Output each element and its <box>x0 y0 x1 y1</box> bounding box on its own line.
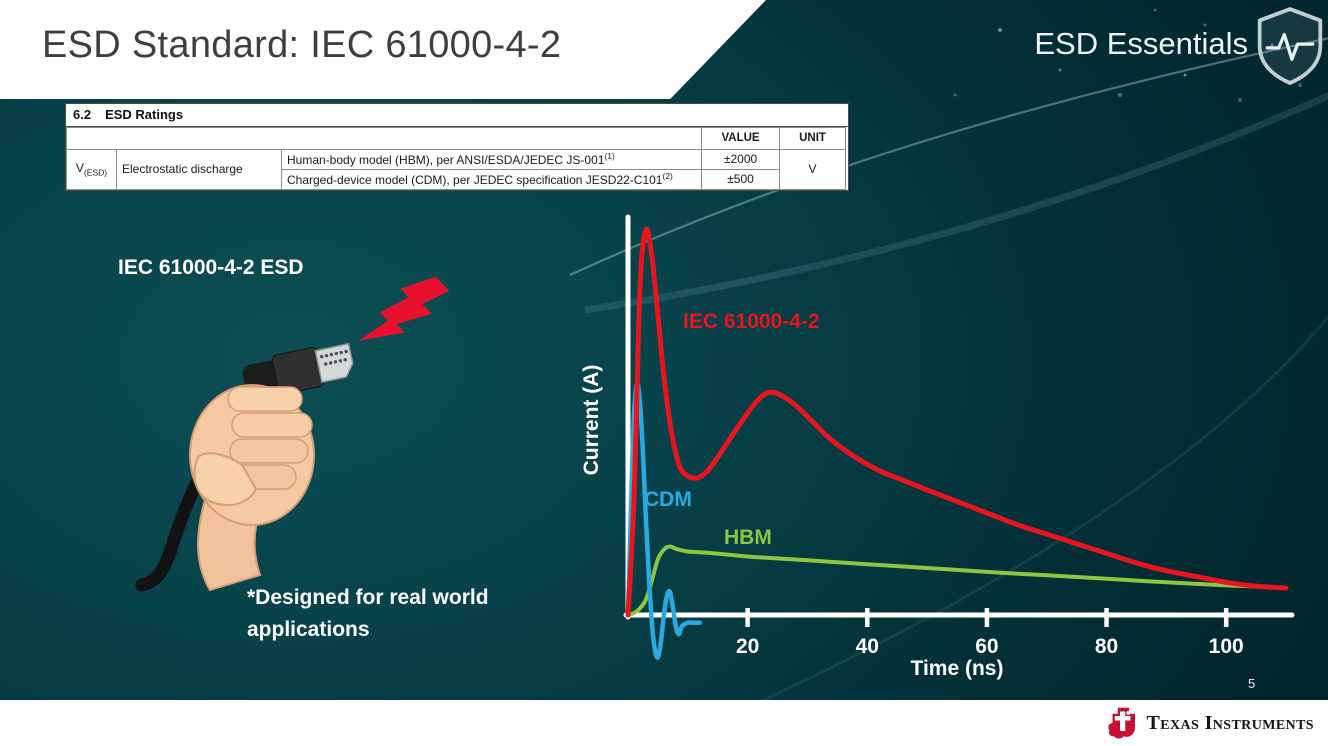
chart-plot: 20 40 60 80 100 <box>623 214 1295 660</box>
esd-ratings-block: 6.2 ESD Ratings VALUE UNIT V(ESD) Electro… <box>65 103 849 191</box>
series-brand: ESD Essentials <box>900 26 1248 62</box>
ratings-table: VALUE UNIT V(ESD) Electrostatic discharg… <box>65 127 847 190</box>
footnote-ref: (2) <box>662 171 673 181</box>
svg-text:60: 60 <box>975 635 998 658</box>
esd-shield-icon <box>1257 7 1323 85</box>
param-symbol-sub: (ESD) <box>83 167 108 178</box>
unit-cell: V <box>779 149 847 190</box>
hand-connector-illustration <box>135 276 450 592</box>
background-swoosh <box>569 37 1328 277</box>
col-header-unit: UNIT <box>779 127 847 150</box>
background-swoosh <box>584 92 1328 314</box>
hand-graphic <box>189 384 315 592</box>
footnote-ref: (1) <box>604 151 615 161</box>
svg-text:40: 40 <box>856 635 879 658</box>
svg-text:100: 100 <box>1209 635 1244 658</box>
title-banner <box>0 0 766 99</box>
param-symbol-main: V <box>75 160 84 175</box>
ti-wordmark: Texas Instruments <box>1146 711 1314 734</box>
y-axis-label: Current (A) <box>580 364 603 476</box>
param-name: Electrostatic discharge <box>116 149 282 190</box>
table-section-name: ESD Ratings <box>105 107 184 122</box>
value-cdm: ±500 <box>701 169 781 190</box>
esd-waveform-chart: 20 40 60 80 100 Current (A) Time (ns) IEC 61… <box>580 205 1300 685</box>
footer-bar: Texas Instruments <box>0 700 1328 746</box>
series-label-iec: IEC 61000-4-2 <box>683 310 820 333</box>
background-swoosh <box>659 315 1328 746</box>
table-section-number: 6.2 <box>73 107 92 122</box>
designed-note: *Designed for real world applications <box>247 586 489 641</box>
svg-text:20: 20 <box>736 635 759 658</box>
model-desc-hbm: Human-body model (HBM), per ANSI/ESDA/JE… <box>280 149 703 170</box>
series-label-hbm: HBM <box>724 526 772 549</box>
col-header-value: VALUE <box>701 127 781 150</box>
series-brand-label: ESD Essentials <box>1034 26 1248 61</box>
svg-text:80: 80 <box>1095 635 1118 658</box>
lightning-bolt-icon <box>358 276 450 341</box>
sparkle-dots <box>953 8 1302 102</box>
ti-logo: Texas Instruments <box>1108 707 1314 740</box>
x-axis-label: Time (ns) <box>910 657 1004 680</box>
slide-title: ESD Standard: IEC 61000-4-2 <box>42 24 562 66</box>
table-row: Charged-device model (CDM), per JEDEC sp… <box>67 169 846 190</box>
page-number: 5 <box>1248 676 1256 691</box>
series-label-cdm: CDM <box>644 488 692 511</box>
param-symbol: V(ESD) <box>66 149 117 190</box>
header-spacer <box>65 127 703 150</box>
value-hbm: ±2000 <box>701 149 781 170</box>
table-section-title: 6.2 ESD Ratings <box>66 104 848 127</box>
iec-esd-label: IEC 61000-4-2 ESD <box>118 256 304 279</box>
model-desc-cdm: Charged-device model (CDM), per JEDEC sp… <box>280 169 703 190</box>
ti-bug-icon <box>1108 707 1136 738</box>
table-row: V(ESD) Electrostatic discharge Human-bod… <box>66 149 847 190</box>
